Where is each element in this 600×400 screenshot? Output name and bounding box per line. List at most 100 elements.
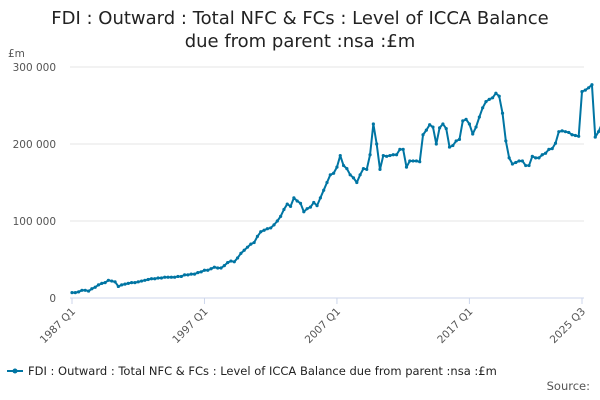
- data-point[interactable]: [517, 159, 521, 163]
- data-point[interactable]: [130, 281, 134, 285]
- data-point[interactable]: [308, 205, 313, 209]
- data-point[interactable]: [580, 90, 584, 94]
- data-point[interactable]: [481, 106, 485, 110]
- data-point[interactable]: [534, 156, 538, 160]
- data-point[interactable]: [514, 160, 518, 165]
- data-point[interactable]: [487, 97, 491, 101]
- data-point[interactable]: [123, 282, 127, 286]
- data-point[interactable]: [467, 122, 471, 126]
- data-point[interactable]: [451, 143, 455, 148]
- data-point[interactable]: [156, 276, 160, 280]
- data-point[interactable]: [527, 163, 531, 168]
- data-point[interactable]: [120, 283, 124, 287]
- data-point[interactable]: [77, 290, 81, 294]
- data-point[interactable]: [560, 129, 564, 133]
- data-point[interactable]: [567, 130, 571, 135]
- data-point[interactable]: [524, 163, 528, 168]
- data-point[interactable]: [322, 188, 326, 192]
- data-point[interactable]: [378, 167, 382, 172]
- data-point[interactable]: [70, 291, 74, 295]
- data-point[interactable]: [428, 123, 432, 127]
- data-point[interactable]: [444, 127, 448, 131]
- data-point[interactable]: [563, 130, 568, 134]
- data-point[interactable]: [543, 151, 548, 155]
- data-point[interactable]: [318, 196, 322, 200]
- data-point[interactable]: [348, 173, 352, 177]
- data-point[interactable]: [100, 281, 104, 285]
- data-point[interactable]: [262, 228, 266, 232]
- data-point[interactable]: [587, 86, 591, 90]
- data-point[interactable]: [573, 133, 577, 138]
- data-point[interactable]: [126, 281, 130, 285]
- data-point[interactable]: [116, 284, 120, 289]
- data-point[interactable]: [192, 272, 197, 276]
- data-point[interactable]: [186, 273, 190, 277]
- data-point[interactable]: [464, 117, 468, 121]
- data-point[interactable]: [398, 147, 402, 151]
- data-point[interactable]: [394, 153, 399, 157]
- data-point[interactable]: [196, 270, 200, 275]
- data-point[interactable]: [216, 266, 220, 270]
- data-point[interactable]: [249, 242, 253, 246]
- data-point[interactable]: [421, 133, 425, 137]
- data-point[interactable]: [133, 281, 137, 285]
- data-point[interactable]: [540, 153, 544, 157]
- data-point[interactable]: [242, 248, 246, 252]
- data-point[interactable]: [341, 163, 346, 168]
- data-point[interactable]: [338, 153, 342, 158]
- data-point[interactable]: [418, 160, 422, 164]
- data-point[interactable]: [136, 280, 140, 284]
- data-point[interactable]: [577, 134, 581, 138]
- data-point[interactable]: [159, 276, 164, 280]
- data-point[interactable]: [325, 180, 329, 185]
- data-point[interactable]: [477, 115, 481, 119]
- data-point[interactable]: [404, 165, 409, 169]
- data-point[interactable]: [239, 251, 243, 255]
- data-point[interactable]: [252, 240, 256, 245]
- data-point[interactable]: [371, 122, 375, 126]
- data-point[interactable]: [279, 214, 283, 218]
- data-point[interactable]: [199, 270, 203, 274]
- data-point[interactable]: [381, 153, 385, 158]
- data-point[interactable]: [169, 275, 173, 279]
- data-point[interactable]: [457, 137, 462, 141]
- data-point[interactable]: [292, 196, 296, 200]
- data-point[interactable]: [490, 96, 495, 100]
- data-point[interactable]: [285, 202, 289, 206]
- data-point[interactable]: [83, 288, 87, 292]
- data-point[interactable]: [259, 230, 263, 234]
- data-point[interactable]: [368, 153, 372, 157]
- data-point[interactable]: [305, 207, 309, 211]
- data-point[interactable]: [447, 145, 452, 149]
- data-point[interactable]: [461, 119, 465, 123]
- data-point[interactable]: [298, 201, 303, 205]
- data-point[interactable]: [206, 268, 210, 272]
- data-point[interactable]: [345, 167, 349, 171]
- data-point[interactable]: [315, 204, 319, 208]
- data-point[interactable]: [438, 126, 442, 130]
- data-point[interactable]: [110, 279, 114, 283]
- data-point[interactable]: [553, 141, 558, 145]
- data-point[interactable]: [86, 289, 91, 293]
- data-point[interactable]: [96, 283, 101, 287]
- data-point[interactable]: [288, 204, 293, 208]
- data-point[interactable]: [401, 147, 405, 151]
- data-point[interactable]: [282, 207, 286, 212]
- data-point[interactable]: [510, 162, 515, 166]
- data-point[interactable]: [441, 122, 445, 126]
- data-point[interactable]: [269, 226, 273, 230]
- data-point[interactable]: [332, 171, 336, 175]
- data-point[interactable]: [146, 277, 150, 282]
- legend[interactable]: FDI : Outward : Total NFC & FCs : Level …: [7, 364, 497, 378]
- data-point[interactable]: [358, 173, 362, 177]
- data-point[interactable]: [507, 156, 511, 160]
- data-point[interactable]: [414, 159, 419, 163]
- data-point[interactable]: [312, 200, 316, 205]
- data-point[interactable]: [361, 167, 366, 171]
- data-point[interactable]: [255, 234, 260, 238]
- data-point[interactable]: [570, 133, 574, 137]
- data-point[interactable]: [229, 259, 233, 263]
- data-point[interactable]: [265, 227, 269, 231]
- data-point[interactable]: [547, 147, 551, 151]
- data-point[interactable]: [183, 273, 187, 277]
